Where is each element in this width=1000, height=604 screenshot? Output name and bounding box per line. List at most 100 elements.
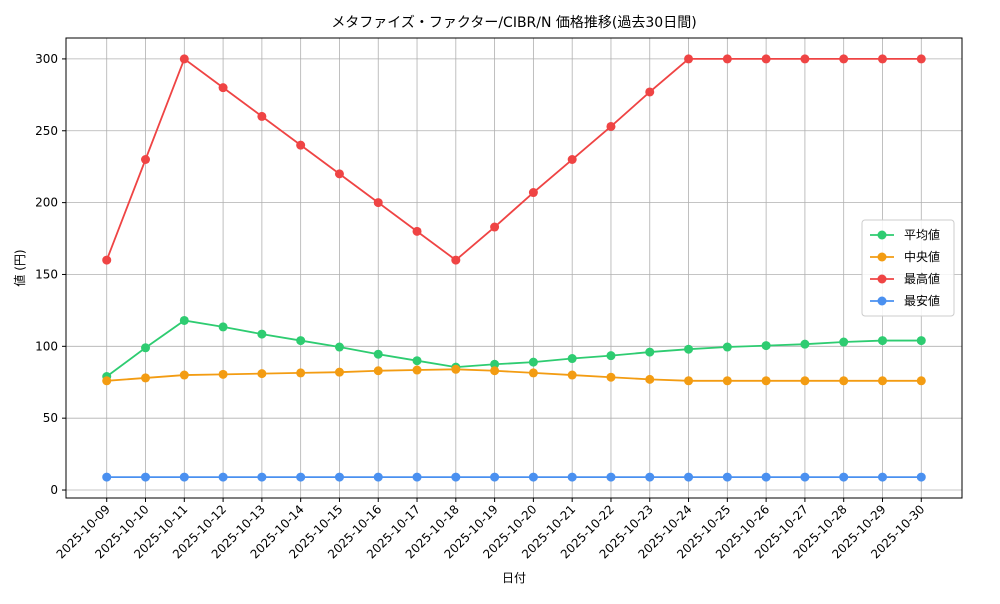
data-point [839, 376, 849, 386]
data-point [218, 322, 228, 332]
y-tick-label: 0 [50, 483, 58, 497]
data-point [606, 121, 616, 131]
data-point [373, 366, 383, 376]
data-point [877, 376, 887, 386]
data-point [722, 376, 732, 386]
data-point [257, 111, 267, 121]
data-point [722, 54, 732, 64]
legend-label: 最高値 [904, 271, 940, 286]
data-point [645, 347, 655, 357]
data-point [684, 376, 694, 386]
data-point [645, 472, 655, 482]
data-point [179, 54, 189, 64]
data-point [877, 336, 887, 346]
y-tick-label: 250 [35, 124, 58, 138]
y-tick-label: 300 [35, 52, 58, 66]
data-point [839, 54, 849, 64]
data-point [412, 365, 422, 375]
data-point [412, 356, 422, 366]
data-point [141, 155, 151, 165]
legend-marker [877, 230, 887, 240]
series-line [106, 319, 922, 378]
data-point [373, 349, 383, 359]
data-point [296, 472, 306, 482]
data-point [916, 336, 926, 346]
data-point [179, 370, 189, 380]
data-point [102, 255, 112, 265]
data-point [334, 342, 344, 352]
data-point [179, 472, 189, 482]
data-point [916, 472, 926, 482]
data-point [296, 368, 306, 378]
y-tick-label: 100 [35, 339, 58, 353]
data-point [877, 54, 887, 64]
data-point [567, 370, 577, 380]
legend-marker [877, 274, 887, 284]
data-point [451, 364, 461, 374]
data-point [296, 140, 306, 150]
data-point [218, 369, 228, 379]
data-point [451, 255, 461, 265]
data-point [645, 374, 655, 384]
legend-label: 平均値 [904, 227, 940, 242]
legend-box [861, 219, 955, 317]
data-point [606, 372, 616, 382]
y-tick-label: 200 [35, 196, 58, 210]
data-point [800, 472, 810, 482]
data-point [141, 472, 151, 482]
data-point [218, 472, 228, 482]
data-point [373, 198, 383, 208]
data-point [412, 226, 422, 236]
data-point [528, 188, 538, 198]
y-axis-label: 値 (円) [12, 249, 27, 286]
data-point [490, 472, 500, 482]
data-point [334, 367, 344, 377]
legend-marker [877, 296, 887, 306]
data-point [334, 169, 344, 179]
data-point [839, 337, 849, 347]
x-axis-label: 日付 [502, 571, 526, 585]
data-point [528, 368, 538, 378]
data-point [141, 343, 151, 353]
data-point [606, 472, 616, 482]
data-point [567, 354, 577, 364]
data-point [567, 155, 577, 165]
data-point [296, 336, 306, 346]
data-point [490, 359, 500, 369]
series-line [106, 368, 922, 382]
data-point [218, 83, 228, 93]
data-point [412, 472, 422, 482]
data-point [916, 376, 926, 386]
legend-label: 最安値 [904, 293, 940, 308]
data-point [761, 54, 771, 64]
y-tick-label: 50 [43, 411, 58, 425]
data-point [839, 472, 849, 482]
data-point [684, 344, 694, 354]
data-point [800, 54, 810, 64]
data-point [257, 369, 267, 379]
legend-marker [877, 252, 887, 262]
data-point [916, 54, 926, 64]
data-point [877, 472, 887, 482]
chart-title: メタファイズ・ファクター/CIBR/N 価格推移(過去30日間) [331, 15, 696, 31]
legend-label: 中央値 [904, 249, 940, 264]
data-point [761, 472, 771, 482]
data-point [179, 315, 189, 325]
data-point [684, 54, 694, 64]
data-point [257, 329, 267, 339]
plot-frame [65, 37, 963, 499]
data-point [257, 472, 267, 482]
data-point [761, 376, 771, 386]
data-point [490, 366, 500, 376]
data-point [684, 472, 694, 482]
data-point [373, 472, 383, 482]
data-point [334, 472, 344, 482]
data-point [722, 472, 732, 482]
data-point [645, 87, 655, 97]
data-point [102, 472, 112, 482]
data-point [528, 357, 538, 367]
data-point [528, 472, 538, 482]
series-line [105, 57, 922, 262]
